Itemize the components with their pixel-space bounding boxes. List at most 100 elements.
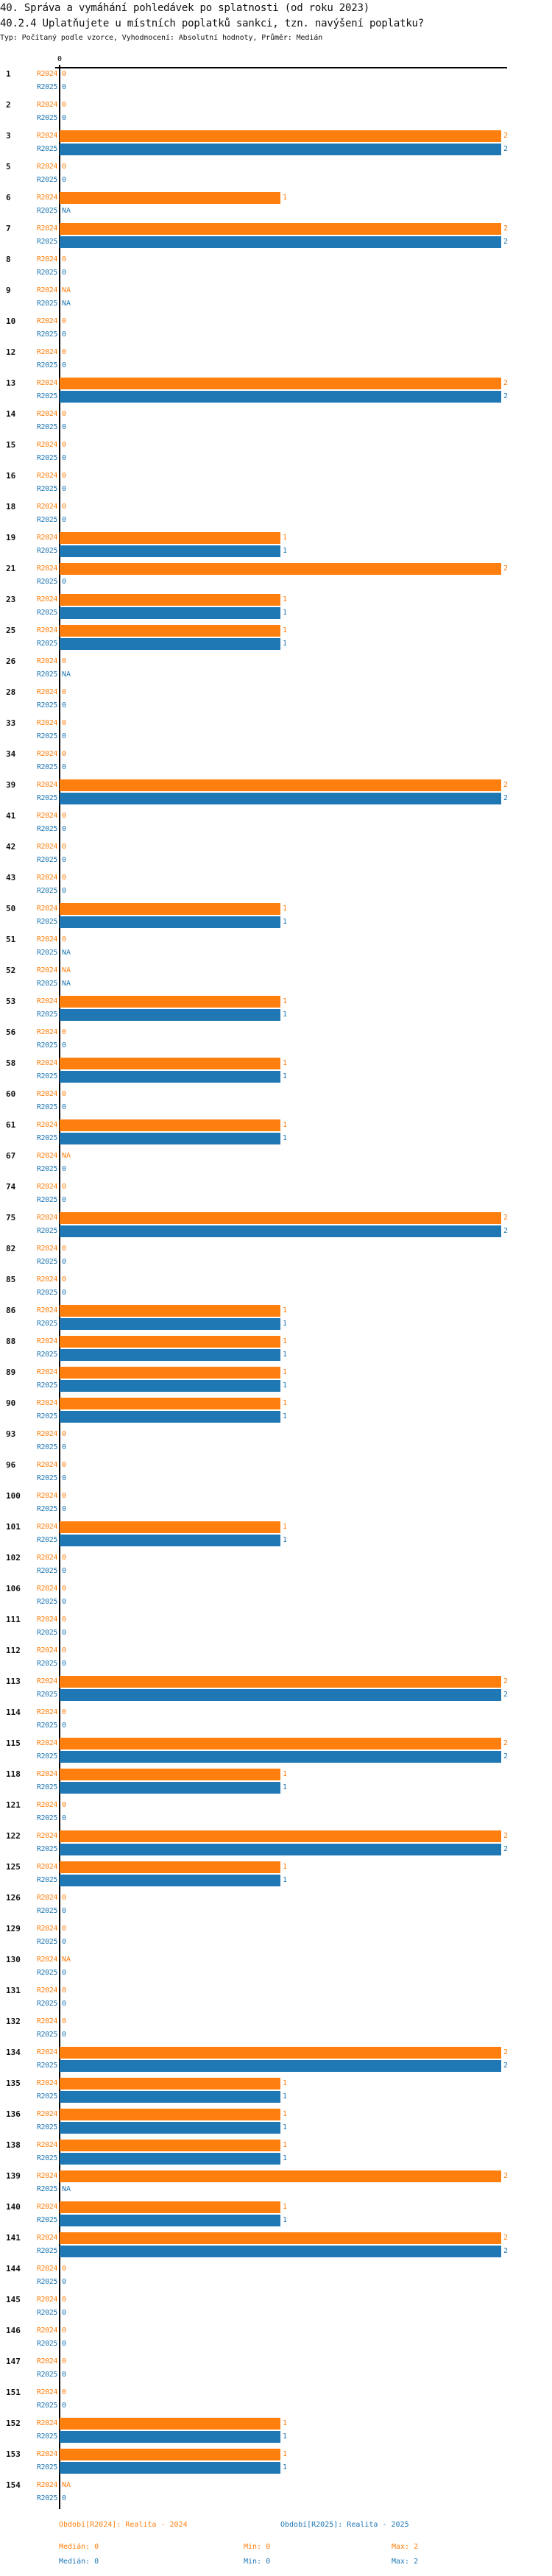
group-label: 39: [6, 780, 16, 790]
value-label: 1: [283, 1876, 288, 1884]
value-label: 0: [62, 2326, 67, 2335]
series-label: R2025: [36, 516, 58, 524]
bar-r2024: [60, 1305, 280, 1317]
series-label: R2025: [36, 1876, 58, 1884]
series-label: R2024: [36, 843, 58, 851]
value-label: 2: [503, 1752, 509, 1761]
series-label: R2024: [36, 379, 58, 387]
group-label: 138: [6, 2140, 21, 2150]
series-label: R2024: [36, 317, 58, 325]
series-label: R2024: [36, 2110, 58, 2118]
bar-r2025: [60, 1411, 280, 1423]
group-label: 9: [6, 286, 11, 295]
min-stat: Min: 0: [244, 2543, 271, 2551]
value-label: 1: [283, 918, 288, 926]
series-label: R2024: [36, 905, 58, 913]
bar-r2025: [60, 2153, 280, 2165]
series-label: R2024: [36, 1245, 58, 1253]
bar-r2024: [60, 192, 280, 204]
value-label: 2: [503, 794, 509, 802]
value-label: 0: [62, 114, 67, 122]
bar-r2025: [60, 2091, 280, 2103]
value-label: 1: [283, 2079, 288, 2087]
series-label: R2025: [36, 1474, 58, 1482]
series-label: R2025: [36, 1660, 58, 1668]
series-label: R2025: [36, 1041, 58, 1050]
value-label: 1: [283, 1536, 288, 1544]
series-label: R2024: [36, 70, 58, 78]
series-label: R2025: [36, 114, 58, 122]
value-label: 0: [62, 701, 67, 710]
bar-r2024: [60, 1830, 501, 1842]
series-label: R2024: [36, 657, 58, 665]
group-label: 23: [6, 595, 16, 604]
value-label: 1: [283, 1306, 288, 1314]
group-label: 14: [6, 409, 16, 419]
value-label: 2: [503, 565, 509, 573]
series-label: R2024: [36, 1646, 58, 1655]
bar-r2024: [60, 130, 501, 142]
group-label: 131: [6, 1986, 21, 1995]
value-label: 0: [62, 1938, 67, 1946]
series-label: R2025: [36, 2185, 58, 2193]
series-label: R2024: [36, 1028, 58, 1036]
value-label: 0: [62, 454, 67, 462]
value-label: 1: [283, 2154, 288, 2162]
series-label: R2024: [36, 2265, 58, 2273]
series-label: R2025: [36, 1103, 58, 1111]
series-label: R2025: [36, 2154, 58, 2162]
group-label: 93: [6, 1429, 16, 1439]
value-label: NA: [62, 1956, 71, 1964]
group-label: 28: [6, 687, 16, 697]
series-label: R2025: [36, 2494, 58, 2502]
series-label: R2024: [36, 2141, 58, 2149]
min-stat: Min: 0: [244, 2558, 271, 2566]
series-label: R2024: [36, 1863, 58, 1871]
series-label: R2025: [36, 1722, 58, 1730]
series-label: R2024: [36, 286, 58, 294]
value-label: 1: [283, 2216, 288, 2224]
series-label: R2025: [36, 83, 58, 91]
group-label: 118: [6, 1769, 21, 1779]
bar-r2025: [60, 638, 280, 650]
value-label: 0: [62, 2296, 67, 2304]
series-label: R2024: [36, 2388, 58, 2396]
group-label: 153: [6, 2449, 21, 2459]
value-label: 1: [283, 547, 288, 555]
group-label: 121: [6, 1800, 21, 1810]
value-label: 0: [62, 1814, 67, 1822]
value-label: 2: [503, 379, 509, 387]
value-label: 2: [503, 781, 509, 789]
series-label: R2025: [36, 2432, 58, 2441]
value-label: 2: [503, 2048, 509, 2056]
value-label: 1: [283, 2092, 288, 2101]
series-label: R2024: [36, 966, 58, 974]
bar-r2024: [60, 532, 280, 544]
series-label: R2024: [36, 2419, 58, 2427]
group-label: 60: [6, 1089, 16, 1099]
bar-r2025: [60, 793, 501, 804]
value-label: 0: [62, 1907, 67, 1915]
group-label: 42: [6, 842, 16, 852]
series-label: R2024: [36, 2481, 58, 2489]
value-label: 0: [62, 2357, 67, 2366]
group-label: 154: [6, 2480, 21, 2490]
group-label: 13: [6, 378, 16, 388]
bar-r2025: [60, 1844, 501, 1855]
bar-r2024: [60, 1212, 501, 1224]
group-label: 82: [6, 1244, 16, 1253]
bar-r2025: [60, 607, 280, 619]
value-label: NA: [62, 966, 71, 974]
group-label: 3: [6, 131, 11, 141]
series-label: R2024: [36, 2450, 58, 2458]
series-label: R2024: [36, 2296, 58, 2304]
series-label: R2024: [36, 132, 58, 140]
series-label: R2024: [36, 2017, 58, 2025]
series-label: R2025: [36, 2123, 58, 2131]
value-label: NA: [62, 670, 71, 679]
value-label: 0: [62, 2278, 67, 2286]
legend-r2025: Období[R2025]: Realita - 2025: [280, 2521, 409, 2529]
series-label: R2025: [36, 1227, 58, 1235]
series-label: R2025: [36, 1907, 58, 1915]
value-label: 0: [62, 887, 67, 895]
